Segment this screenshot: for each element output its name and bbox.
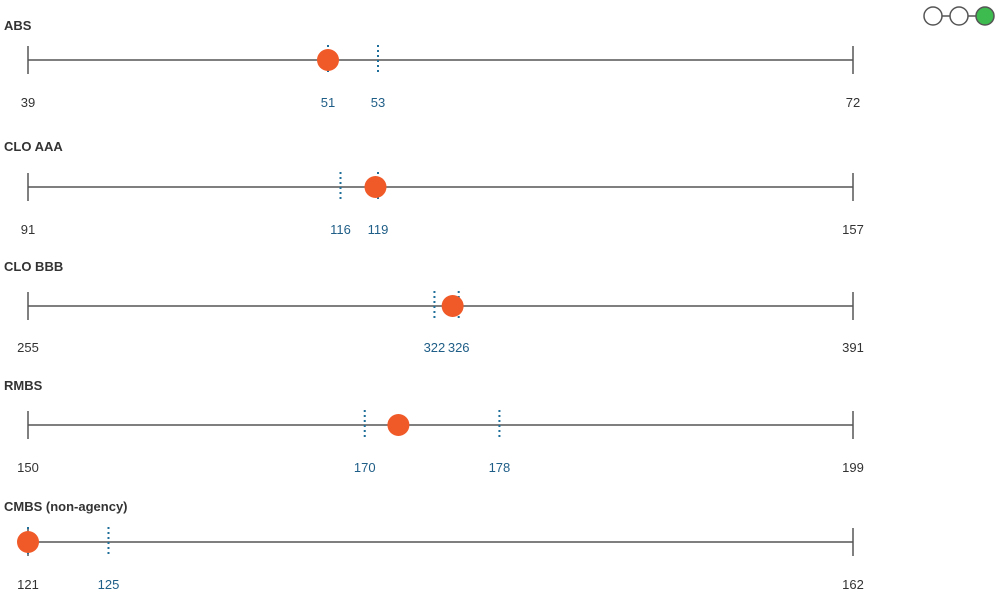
marker-label: 51: [321, 95, 335, 110]
max-label: 72: [846, 95, 860, 110]
row-title: RMBS: [4, 378, 43, 393]
min-label: 91: [21, 222, 35, 237]
value-dot: [441, 295, 464, 317]
toggle-option-3[interactable]: [975, 6, 995, 26]
row-title: CLO BBB: [4, 259, 63, 274]
marker-label: 125: [98, 577, 120, 592]
value-dot: [17, 531, 39, 553]
marker-label: 53: [371, 95, 385, 110]
max-label: 391: [842, 340, 864, 355]
min-label: 121: [17, 577, 39, 592]
marker-label: 178: [489, 460, 511, 475]
marker-label: 326: [448, 340, 470, 355]
marker-label: 170: [354, 460, 376, 475]
marker-label: 119: [368, 222, 389, 237]
min-label: 255: [17, 340, 39, 355]
marker-label: 116: [330, 222, 351, 237]
row-abs: ABS 39 72 51 53: [4, 18, 860, 110]
value-dot: [317, 49, 339, 71]
row-title: CLO AAA: [4, 139, 63, 154]
toggle-option-2[interactable]: [949, 6, 969, 26]
toggle-option-1[interactable]: [923, 6, 943, 26]
max-label: 157: [842, 222, 864, 237]
row-cmbs-non-agency: CMBS (non-agency) 121 162 125: [4, 499, 864, 592]
marker-label: 322: [424, 340, 446, 355]
view-toggle[interactable]: [923, 6, 995, 26]
chart-rows: ABS 39 72 51 53 CLO AAA 91 157 116 119 CLO BBB 255 3…: [4, 18, 864, 592]
min-label: 39: [21, 95, 35, 110]
row-clo-aaa: CLO AAA 91 157 116 119: [4, 139, 864, 237]
value-dot: [387, 414, 410, 436]
value-dot: [364, 176, 387, 198]
max-label: 162: [842, 577, 864, 592]
row-title: ABS: [4, 18, 32, 33]
row-clo-bbb: CLO BBB 255 391 322 326: [4, 259, 864, 355]
row-rmbs: RMBS 150 199 170 178: [4, 378, 864, 475]
row-title: CMBS (non-agency): [4, 499, 128, 514]
max-label: 199: [842, 460, 864, 475]
min-label: 150: [17, 460, 39, 475]
